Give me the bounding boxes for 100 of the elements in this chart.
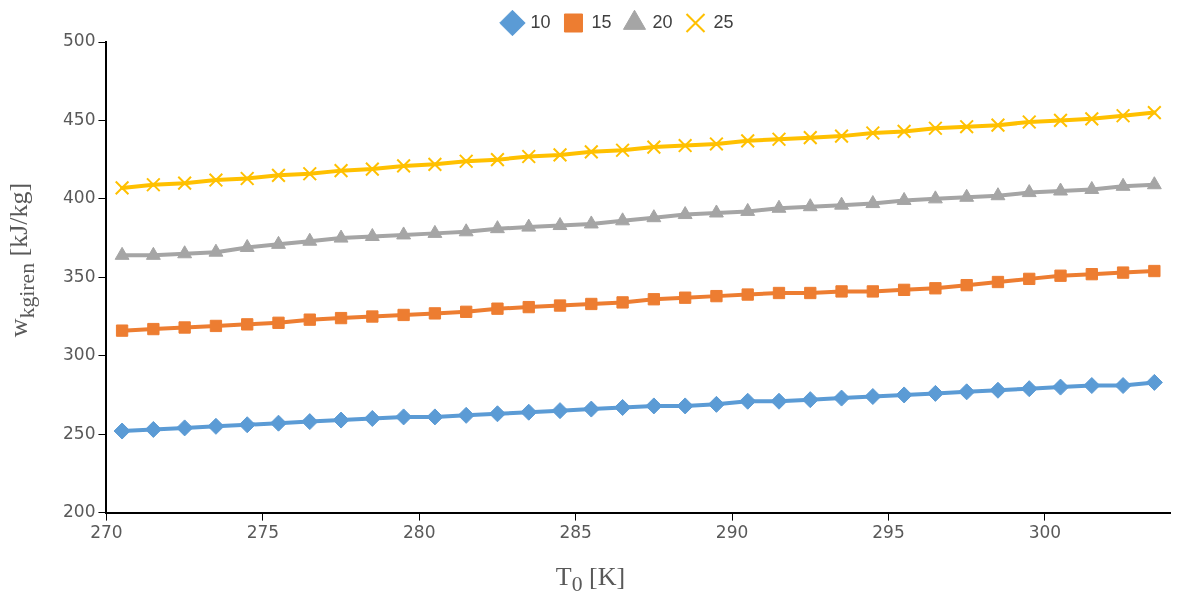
point xyxy=(801,391,819,409)
x-tick-label: 270 xyxy=(90,522,123,543)
x-tick-label: 275 xyxy=(246,522,280,543)
point xyxy=(802,198,818,212)
point xyxy=(709,136,724,152)
point xyxy=(772,286,786,300)
point xyxy=(1146,176,1162,190)
point xyxy=(929,282,942,295)
point xyxy=(1021,114,1037,130)
point xyxy=(896,191,912,205)
point xyxy=(1114,377,1132,395)
point xyxy=(490,220,505,234)
point xyxy=(208,243,224,257)
point xyxy=(990,117,1006,133)
point xyxy=(364,161,380,177)
point xyxy=(553,299,567,312)
point xyxy=(896,124,912,139)
point xyxy=(460,305,473,318)
point xyxy=(552,147,568,163)
point xyxy=(1052,378,1070,396)
point xyxy=(396,158,411,174)
point xyxy=(366,310,379,323)
point xyxy=(241,318,254,331)
point xyxy=(147,322,160,336)
y-tick-label: 200 xyxy=(62,501,96,522)
point xyxy=(272,316,285,329)
y-tick-label: 350 xyxy=(62,265,96,286)
point xyxy=(926,384,944,402)
point xyxy=(488,405,506,423)
point xyxy=(960,278,973,292)
point xyxy=(146,177,161,193)
point xyxy=(582,400,600,418)
point xyxy=(177,175,193,191)
point xyxy=(834,196,849,210)
point xyxy=(239,239,255,252)
point xyxy=(364,228,380,242)
point xyxy=(427,156,443,172)
point xyxy=(583,215,599,229)
point xyxy=(771,131,787,147)
x-tick-label: 285 xyxy=(559,522,592,543)
point xyxy=(928,120,943,136)
point xyxy=(616,296,629,309)
point xyxy=(865,195,881,209)
legend-label: 20 xyxy=(652,11,673,32)
point xyxy=(835,285,848,298)
point xyxy=(145,246,161,260)
point xyxy=(458,153,474,169)
y-tick-label: 300 xyxy=(62,344,96,365)
legend-label: 25 xyxy=(713,11,734,32)
point xyxy=(771,199,787,213)
point xyxy=(271,167,286,183)
point xyxy=(207,417,225,435)
point xyxy=(1115,108,1131,124)
point xyxy=(804,286,817,300)
point xyxy=(740,133,756,149)
point xyxy=(114,180,130,196)
point xyxy=(332,411,350,429)
point xyxy=(897,283,911,297)
point xyxy=(238,416,256,434)
point xyxy=(1083,377,1101,395)
point xyxy=(646,209,662,223)
y-tick-label: 450 xyxy=(62,108,96,129)
point xyxy=(678,291,692,304)
point xyxy=(521,218,537,232)
point xyxy=(1054,269,1067,282)
point xyxy=(866,285,879,298)
point xyxy=(333,229,349,243)
point xyxy=(709,204,724,218)
point xyxy=(1084,180,1100,194)
point xyxy=(396,226,412,240)
point xyxy=(490,152,505,168)
point xyxy=(677,138,693,153)
point xyxy=(208,172,224,188)
point xyxy=(1147,105,1162,120)
point xyxy=(710,289,723,303)
point xyxy=(302,232,318,246)
point xyxy=(1020,380,1038,398)
point xyxy=(958,383,976,401)
point xyxy=(428,307,442,320)
legend-label: 15 xyxy=(591,11,612,32)
point xyxy=(991,275,1005,289)
point xyxy=(115,324,129,337)
point xyxy=(334,311,348,325)
point xyxy=(739,392,757,410)
x-axis-title: T$_{0}$ [K] xyxy=(554,562,627,598)
point xyxy=(614,399,632,416)
point xyxy=(990,187,1006,201)
point xyxy=(209,319,223,333)
point xyxy=(491,302,504,315)
point xyxy=(615,212,631,226)
point xyxy=(113,422,131,440)
point xyxy=(1023,272,1036,286)
y-tick-label: 500 xyxy=(62,30,96,51)
point xyxy=(677,206,693,220)
point xyxy=(959,188,975,202)
point xyxy=(397,308,410,322)
point xyxy=(615,142,630,158)
point xyxy=(458,223,474,237)
x-tick-label: 280 xyxy=(403,522,436,543)
point xyxy=(303,313,316,326)
